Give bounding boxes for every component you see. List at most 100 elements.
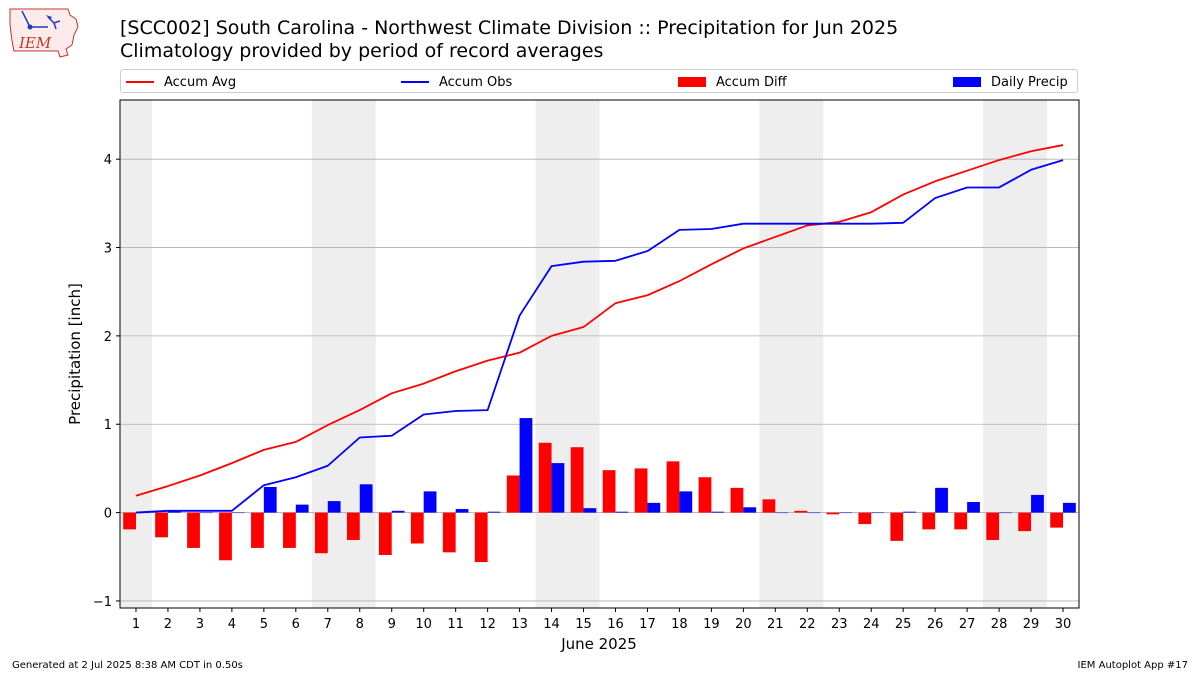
accum-diff-bar — [187, 512, 200, 548]
accum-diff-bar — [986, 512, 1000, 540]
accum-diff-bar — [378, 512, 392, 555]
x-tick-label: 26 — [927, 617, 944, 632]
daily-precip-bar — [903, 511, 916, 513]
accum-diff-bar — [794, 510, 808, 513]
x-tick-label: 3 — [196, 617, 204, 632]
x-tick-label: 13 — [511, 617, 528, 632]
daily-precip-bar — [487, 511, 501, 513]
weekend-band — [120, 100, 152, 608]
daily-precip-bar — [327, 501, 341, 513]
iowa-map-icon: IEM — [9, 8, 79, 58]
x-axis-label: June 2025 — [560, 635, 637, 653]
daily-precip-bar — [1031, 494, 1044, 513]
accum-diff-bar — [1018, 512, 1032, 532]
x-tick-label: 11 — [447, 617, 464, 632]
accum-diff-bar — [634, 468, 648, 513]
x-tick-label: 14 — [543, 617, 560, 632]
legend-swatch — [126, 81, 154, 83]
chart-title: [SCC002] South Carolina - Northwest Clim… — [120, 17, 899, 39]
svg-text:IEM: IEM — [18, 34, 52, 52]
accum-diff-bar — [219, 512, 232, 561]
legend-swatch — [953, 77, 981, 87]
x-tick-label: 28 — [991, 617, 1008, 632]
x-tick-label: 23 — [831, 617, 848, 632]
y-tick-label: 1 — [104, 418, 112, 433]
daily-precip-bar — [807, 512, 821, 514]
legend-label: Daily Precip — [991, 74, 1068, 90]
y-tick-label: 2 — [104, 330, 112, 345]
plot-frame — [119, 99, 1080, 609]
x-tick-label: 19 — [703, 617, 720, 632]
x-tick-label: 1 — [132, 617, 140, 632]
x-tick-label: 25 — [895, 617, 912, 632]
accum-diff-bar — [538, 442, 552, 513]
accum-diff-bar — [570, 447, 584, 513]
generated-note: Generated at 2 Jul 2025 8:38 AM CDT in 0… — [12, 660, 243, 671]
accum-diff-bar — [826, 512, 840, 515]
y-tick-label: 4 — [104, 153, 112, 168]
daily-precip-bar — [999, 512, 1012, 514]
x-tick-label: 8 — [356, 617, 364, 632]
daily-precip-bar — [583, 508, 597, 513]
x-tick-label: 27 — [959, 617, 976, 632]
weekend-band — [535, 100, 600, 608]
x-tick-label: 6 — [292, 617, 300, 632]
accum-diff-bar — [762, 499, 776, 513]
legend-item-accum-avg: Accum Avg — [126, 74, 236, 90]
daily-precip-bar — [871, 512, 885, 514]
accum-diff-bar — [314, 512, 328, 554]
accum-diff-bar — [410, 512, 424, 544]
x-tick-label: 5 — [260, 617, 268, 632]
legend-label: Accum Obs — [439, 74, 513, 90]
y-axis-label: Precipitation [inch] — [66, 283, 84, 425]
accum-diff-bar — [730, 487, 744, 513]
legend: Accum Avg Accum Obs Accum Diff Daily Pre… — [120, 69, 1078, 93]
iem-logo: IEM — [8, 5, 80, 59]
accum-obs-line — [135, 159, 1064, 514]
daily-precip-bar — [519, 418, 533, 513]
daily-precip-bar — [935, 487, 948, 513]
daily-precip-bar — [295, 504, 309, 513]
accum-diff-bar — [1050, 512, 1064, 528]
accum-diff-bar — [698, 477, 712, 513]
daily-precip-bar — [1063, 502, 1076, 513]
legend-label: Accum Diff — [716, 74, 787, 90]
y-tick-label: 3 — [104, 242, 112, 257]
x-tick-label: 15 — [575, 617, 592, 632]
x-tick-label: 22 — [799, 617, 816, 632]
accum-diff-bar — [123, 512, 136, 530]
accum-diff-bar — [890, 512, 904, 541]
y-tick-label: −1 — [93, 595, 112, 610]
x-tick-label: 7 — [324, 617, 332, 632]
daily-precip-bar — [967, 501, 980, 513]
x-tick-label: 9 — [388, 617, 396, 632]
x-tick-label: 20 — [735, 617, 752, 632]
daily-precip-bar — [551, 463, 565, 513]
x-tick-label: 4 — [228, 617, 236, 632]
x-tick-label: 18 — [671, 617, 688, 632]
x-tick-label: 10 — [415, 617, 432, 632]
lines — [135, 144, 1064, 514]
accum-diff-bar — [858, 512, 872, 525]
accum-diff-bar — [602, 470, 616, 513]
legend-item-accum-diff: Accum Diff — [678, 74, 787, 90]
legend-item-accum-obs: Accum Obs — [401, 74, 512, 90]
x-tick-label: 30 — [1055, 617, 1072, 632]
daily-precip-bar — [391, 510, 405, 513]
app-credit: IEM Autoplot App #17 — [1077, 660, 1188, 671]
daily-precip-bar — [231, 512, 245, 514]
y-gridlines — [120, 158, 1079, 602]
daily-precip-bar — [775, 512, 789, 514]
daily-precip-bar — [263, 486, 277, 513]
accum-diff-bar — [474, 512, 488, 563]
chart-subtitle: Climatology provided by period of record… — [120, 40, 604, 62]
daily-precip-bar — [615, 511, 629, 513]
x-tick-label: 24 — [863, 617, 880, 632]
y-tick-label: 0 — [104, 507, 112, 522]
accum-diff-bar — [666, 461, 680, 513]
legend-label: Accum Avg — [164, 74, 237, 90]
accum-diff-bar — [346, 512, 360, 540]
x-tick-label: 21 — [767, 617, 784, 632]
daily-precip-bar — [743, 507, 757, 513]
